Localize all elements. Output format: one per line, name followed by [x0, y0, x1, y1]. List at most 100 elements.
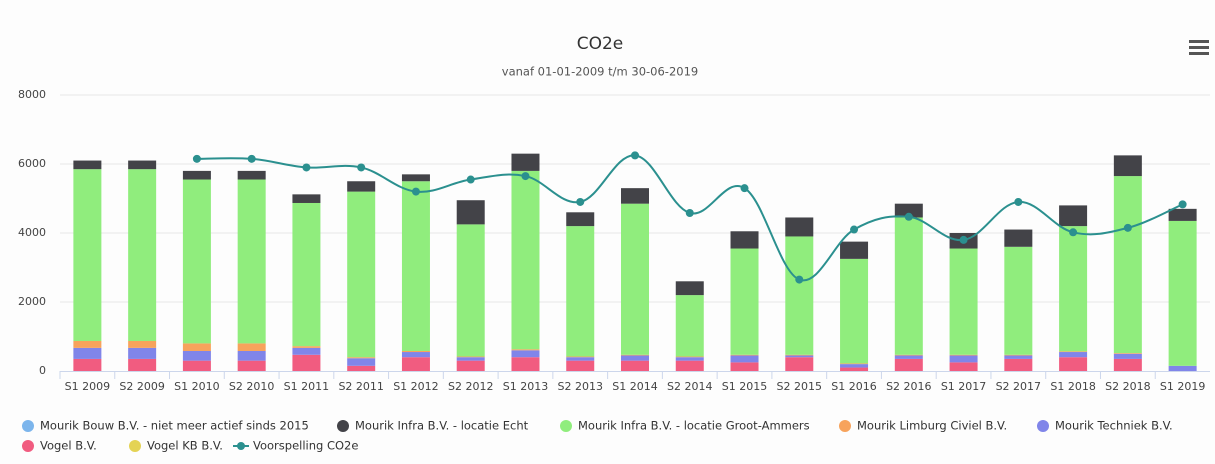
- bar-segment: [894, 203, 923, 218]
- bar-segment: [182, 343, 211, 351]
- forecast-point: [850, 225, 859, 234]
- bar-segment: [730, 248, 759, 355]
- bar-segment: [292, 347, 321, 355]
- bar-segment: [621, 203, 649, 355]
- bar-segment: [347, 357, 376, 359]
- x-tick-label: S2 2016: [886, 380, 931, 393]
- menu-bar: [1189, 40, 1209, 43]
- bar-segment: [730, 354, 759, 356]
- forecast-point: [302, 163, 311, 172]
- bar-segment: [785, 354, 814, 356]
- legend-label: Mourik Bouw B.V. - niet meer actief sind…: [40, 419, 309, 433]
- x-tick-label: S2 2009: [119, 380, 164, 393]
- bar-segment: [675, 281, 704, 296]
- x-tick-label: S2 2013: [557, 380, 602, 393]
- bar-segment: [73, 358, 102, 371]
- bar-segment: [456, 357, 485, 361]
- bar-segment: [949, 248, 978, 355]
- bar-segment: [347, 365, 376, 371]
- bar-segment: [785, 355, 814, 358]
- bar-segment: [1004, 229, 1033, 247]
- bar-segment: [128, 347, 157, 359]
- bar-segment: [1059, 351, 1088, 353]
- x-tick-label: S1 2010: [174, 380, 219, 393]
- bar-segment: [237, 170, 266, 180]
- forecast-point: [247, 154, 256, 163]
- bar-segment: [730, 362, 759, 371]
- legend-label: Vogel B.V.: [40, 439, 97, 453]
- bar-segment: [511, 357, 540, 371]
- bar-segment: [621, 355, 649, 361]
- bar-segment: [401, 352, 430, 358]
- bar-segment: [237, 179, 266, 344]
- x-tick-label: S1 2015: [722, 380, 767, 393]
- bar-segment: [401, 357, 430, 371]
- legend-label: Voorspelling CO2e: [253, 439, 358, 453]
- bar-segment: [347, 358, 376, 366]
- bar-segment: [840, 258, 869, 364]
- bar-segment: [401, 350, 430, 353]
- bar-segment: [1168, 365, 1197, 371]
- forecast-point: [740, 184, 749, 193]
- bar-segment: [949, 355, 978, 363]
- y-tick-label: 2000: [18, 295, 46, 308]
- bar-segment: [456, 356, 485, 358]
- bar-segment: [292, 202, 321, 347]
- bar-segment: [949, 362, 978, 371]
- bar-segment: [347, 181, 376, 192]
- bar-segment: [621, 360, 649, 371]
- bar-segment: [840, 363, 869, 365]
- legend-symbol: [237, 442, 245, 450]
- bar-segment: [566, 356, 595, 358]
- chart-title: CO2e: [577, 34, 624, 54]
- bar-segment: [840, 241, 869, 259]
- bar-segment: [1059, 205, 1088, 227]
- x-tick-label: S2 2010: [229, 380, 274, 393]
- forecast-point: [576, 197, 585, 206]
- bar-segment: [1113, 353, 1142, 359]
- bar-segment: [840, 367, 869, 371]
- x-tick-label: S1 2019: [1160, 380, 1205, 393]
- bar-segment: [128, 160, 157, 170]
- bar-segment: [292, 354, 321, 371]
- x-tick-label: S1 2014: [612, 380, 657, 393]
- bar-segment: [675, 360, 704, 371]
- bar-segment: [1113, 353, 1142, 354]
- bar-segment: [1168, 208, 1197, 221]
- x-tick-label: S2 2012: [448, 380, 493, 393]
- bar-segment: [401, 181, 430, 351]
- bar-segment: [894, 217, 923, 355]
- bar-segment: [894, 354, 923, 356]
- x-tick-label: S2 2018: [1105, 380, 1150, 393]
- bar-segment: [566, 226, 595, 357]
- bar-segment: [182, 179, 211, 344]
- forecast-point: [795, 275, 804, 284]
- menu-button[interactable]: [1189, 40, 1209, 55]
- bar-segment: [949, 354, 978, 356]
- bar-segment: [785, 236, 814, 355]
- bar-segment: [237, 343, 266, 351]
- bar-segment: [1113, 358, 1142, 371]
- forecast-point: [1069, 228, 1078, 237]
- legend-symbol: [129, 440, 141, 452]
- x-tick-label: S2 2014: [667, 380, 712, 393]
- x-tick-label: S2 2017: [996, 380, 1041, 393]
- legend-label: Mourik Limburg Civiel B.V.: [857, 419, 1007, 433]
- forecast-point: [685, 208, 694, 217]
- legend-symbol: [560, 420, 572, 432]
- bar-segment: [785, 357, 814, 371]
- forecast-point: [357, 163, 366, 172]
- legend-symbol: [22, 420, 34, 432]
- bar-segment: [1168, 220, 1197, 366]
- bar-segment: [456, 360, 485, 371]
- bar-segment: [292, 346, 321, 348]
- bar-segment: [182, 360, 211, 371]
- bar-segment: [840, 364, 869, 368]
- bar-segment: [1059, 352, 1088, 358]
- x-tick-label: S2 2011: [338, 380, 383, 393]
- bar-segment: [401, 174, 430, 182]
- bar-segment: [182, 170, 211, 180]
- menu-bar: [1189, 46, 1209, 49]
- bar-segment: [347, 191, 376, 358]
- bar-segment: [73, 347, 102, 359]
